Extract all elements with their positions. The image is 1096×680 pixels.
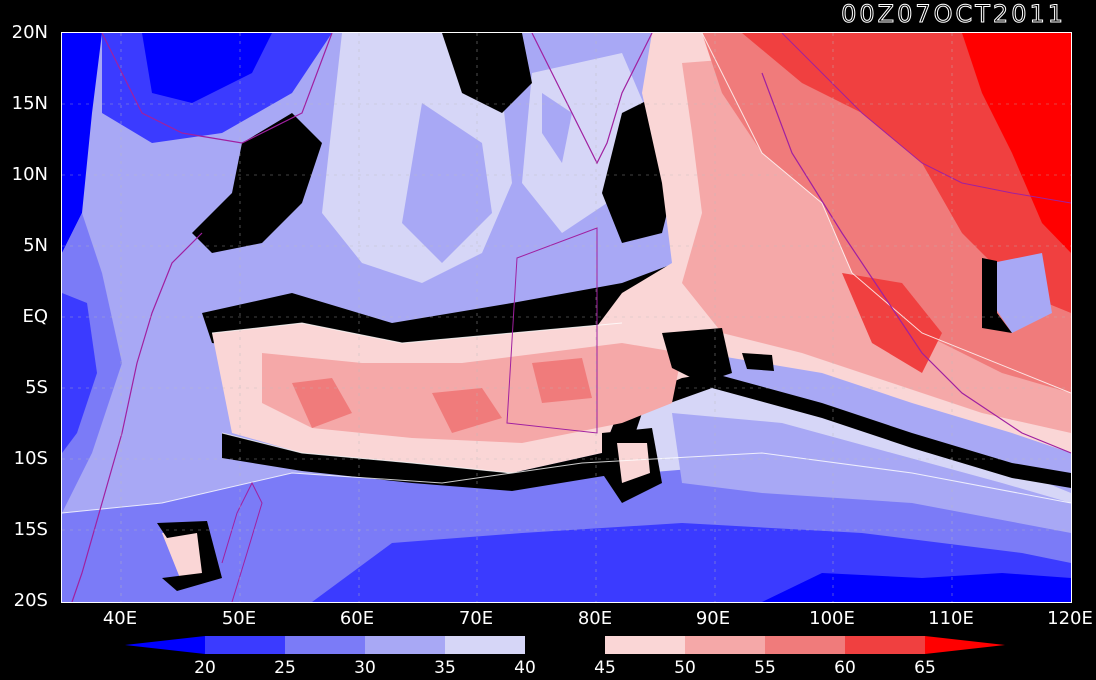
lon-label-80e: 80E [577, 608, 613, 629]
colorbar-label-50: 50 [674, 658, 696, 678]
colorbar-bin-35-40 [445, 636, 525, 654]
colorbar-label-25: 25 [274, 658, 296, 678]
map-title: 00Z07OCT2011 [841, 0, 1066, 29]
colorbar-label-45: 45 [594, 658, 616, 678]
lon-label-110e: 110E [928, 608, 974, 629]
south-pale-red-spot [617, 443, 650, 483]
lat-label-5n: 5N [23, 235, 48, 256]
equatorial-mid-red-spots [292, 358, 592, 433]
colorbar-bin-30-35 [365, 636, 445, 654]
east-black-patch [982, 258, 1012, 333]
lon-label-120e: 120E [1047, 608, 1093, 629]
colorbar-label-60: 60 [834, 658, 856, 678]
colorbar-bin-55-60 [765, 636, 845, 654]
contour-lines [62, 33, 1071, 514]
north-black-patches [442, 33, 532, 113]
east-black-blob [662, 328, 732, 383]
colorbar-bin-45-50 [605, 636, 685, 654]
lat-label-20n: 20N [11, 22, 48, 43]
lat-label-20s: 20S [13, 590, 48, 611]
contour-map-svg [62, 33, 1071, 602]
colorbar-bin-60-65 [845, 636, 925, 654]
colorbar-label-40: 40 [514, 658, 536, 678]
lat-label-15s: 15S [13, 519, 48, 540]
south-deep-blue-spots [762, 573, 1071, 602]
bay-mid-blue [542, 93, 572, 163]
colorbar-bin-40-45 [525, 636, 605, 654]
colorbar-label-65: 65 [914, 658, 936, 678]
lon-label-90e: 90E [695, 608, 731, 629]
colorbar-bin-20-25 [205, 636, 285, 654]
sumatra-red-region [842, 273, 942, 373]
colorbar-label-30: 30 [354, 658, 376, 678]
colorbar-label-20: 20 [194, 658, 216, 678]
west-cold-region [62, 33, 102, 253]
coastline-sumatra [761, 72, 1071, 454]
madagascar-coastline [221, 481, 263, 602]
region-box [506, 227, 598, 434]
colorbar-low-arrow [125, 636, 205, 654]
coastline-mainland-sea [781, 33, 1071, 204]
colorbar-high-arrow [925, 636, 1005, 654]
arabian-sea-mid [402, 103, 492, 263]
east-blue-patch [992, 253, 1052, 333]
lat-label-10n: 10N [11, 164, 48, 185]
colorbar-bin-50-55 [685, 636, 765, 654]
colorbar-label-55: 55 [754, 658, 776, 678]
southeast-black-blob [742, 353, 774, 371]
lon-label-50e: 50E [221, 608, 257, 629]
lat-label-eq: EQ [22, 306, 48, 327]
lon-label-70e: 70E [458, 608, 494, 629]
northwest-black-patches [192, 113, 322, 253]
northwest-deep-blue [142, 33, 272, 103]
colorbar-label-35: 35 [434, 658, 456, 678]
contour-map [61, 32, 1072, 603]
colorbar-bin-25-30 [285, 636, 365, 654]
colorbar [125, 636, 1005, 654]
lon-label-40e: 40E [102, 608, 138, 629]
lat-label-15n: 15N [11, 93, 48, 114]
lat-label-5s: 5S [25, 377, 48, 398]
gridlines [62, 33, 1071, 602]
coastline-africa [71, 33, 333, 602]
madagascar-black-edge [157, 521, 222, 591]
west-blue-coast [62, 293, 97, 453]
lon-label-60e: 60E [339, 608, 375, 629]
lat-label-10s: 10S [13, 448, 48, 469]
coastline-india [531, 33, 653, 165]
lon-label-100e: 100E [809, 608, 855, 629]
southeast-mid-blue [672, 413, 1071, 533]
